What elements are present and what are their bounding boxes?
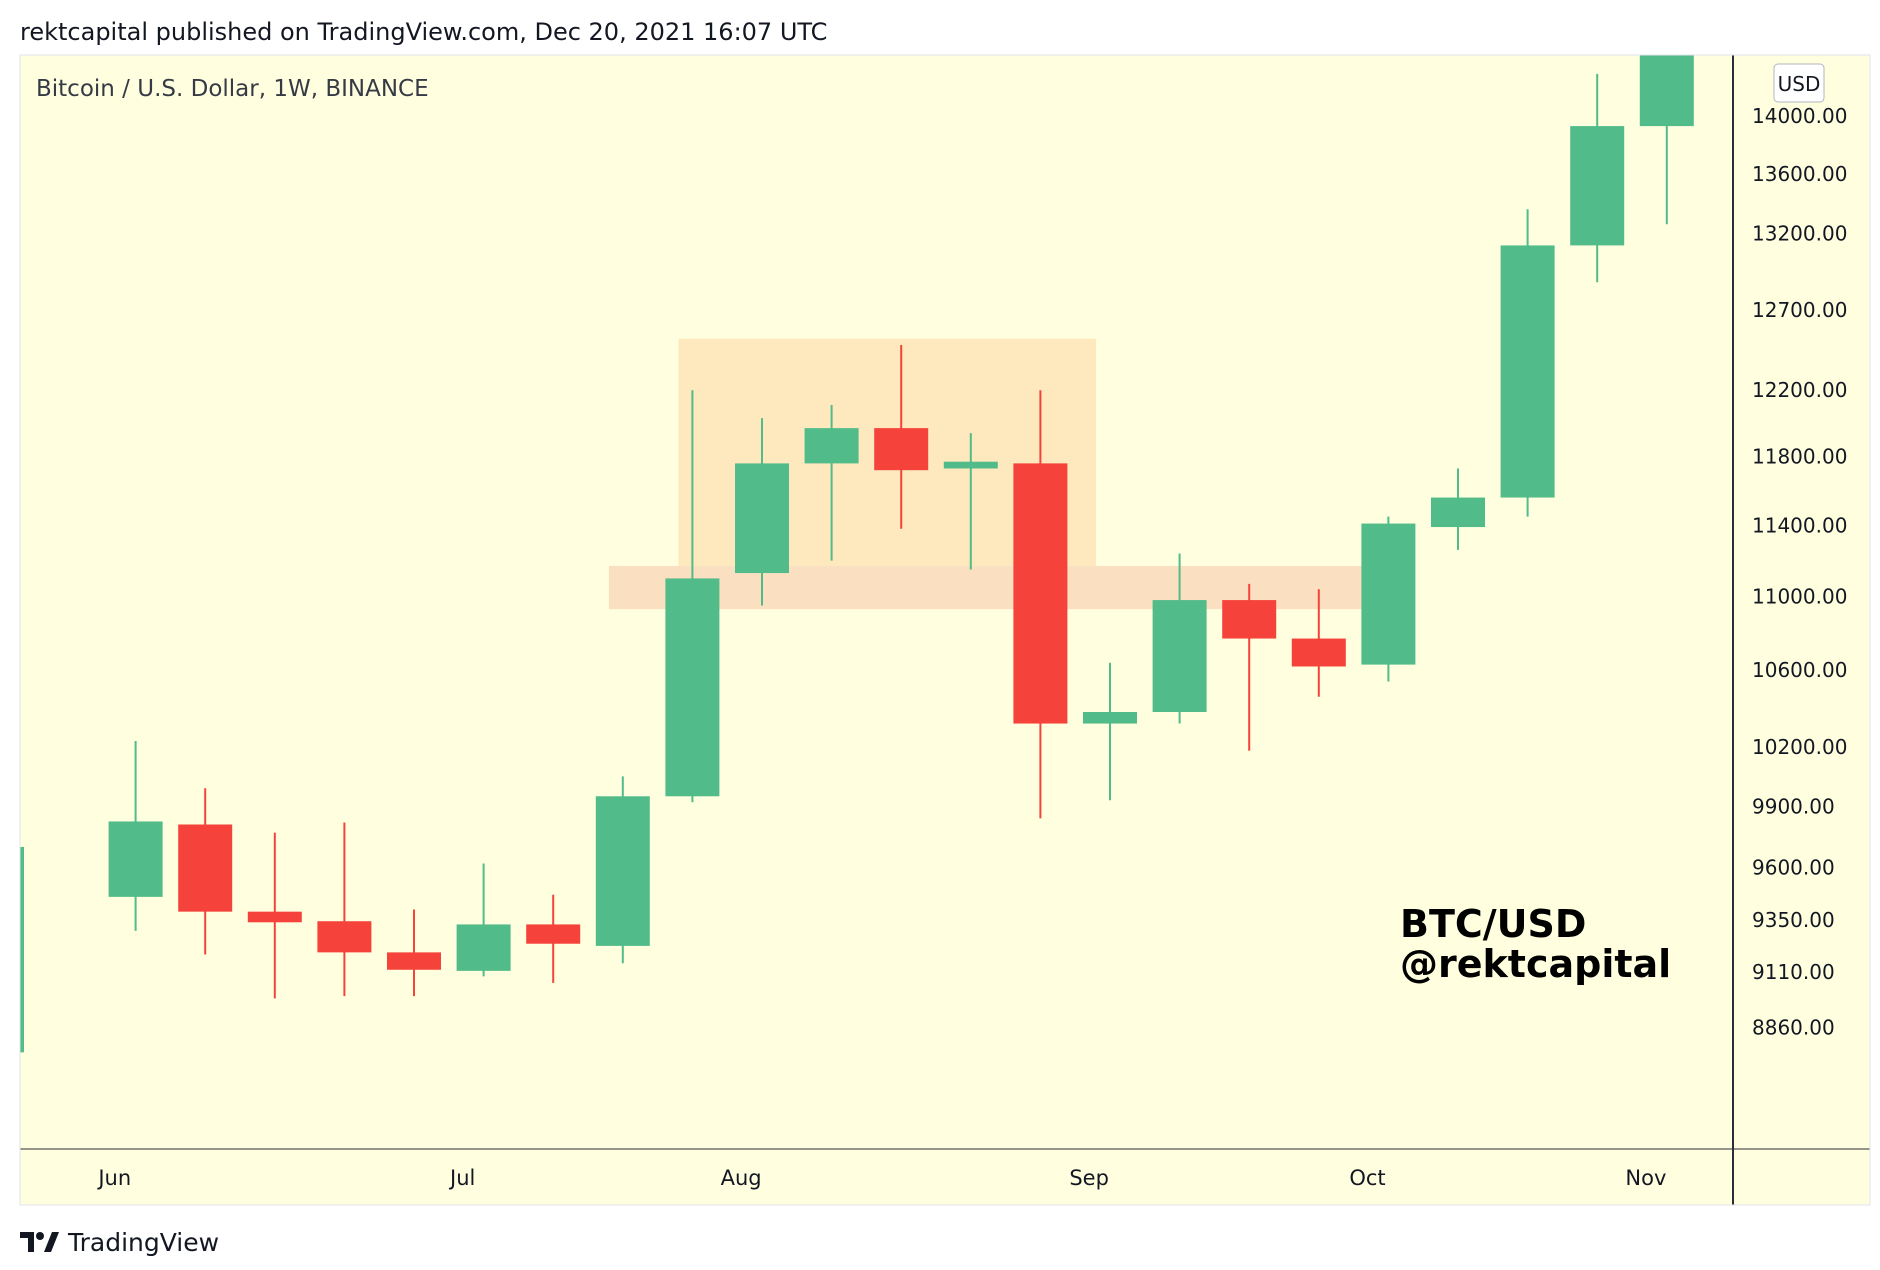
candle-body	[735, 463, 789, 574]
candle-body	[595, 796, 650, 946]
candle-body	[247, 911, 302, 923]
candle[interactable]	[665, 390, 720, 803]
price-tick-label: 10200.00	[1752, 735, 1847, 759]
time-axis[interactable]: Jun Jul Aug Sep Oct Nov	[96, 1166, 1666, 1190]
price-tick-label: 8860.00	[1752, 1015, 1835, 1039]
currency-badge[interactable]: USD	[1773, 63, 1825, 103]
candles-layer	[20, 55, 1694, 1053]
candle-body	[108, 821, 163, 897]
candle[interactable]	[943, 433, 998, 570]
candle-body	[456, 924, 511, 971]
candle-body	[665, 578, 720, 797]
candle-body	[526, 924, 581, 944]
candle[interactable]	[387, 909, 441, 997]
plot-background[interactable]	[20, 55, 1870, 1205]
candle[interactable]	[20, 846, 24, 1053]
candle[interactable]	[874, 345, 929, 529]
candle[interactable]	[1222, 583, 1277, 751]
time-tick-label: Sep	[1069, 1166, 1109, 1190]
candle[interactable]	[804, 404, 859, 561]
candle-body	[1013, 463, 1068, 724]
watermark-line-1: BTC/USD	[1400, 902, 1586, 946]
price-axis[interactable]: 14000.00 13600.00 13200.00 12700.00 12200.00…	[1752, 104, 1847, 1039]
time-tick-label: Oct	[1349, 1166, 1385, 1190]
candle-body	[1500, 245, 1555, 498]
tradingview-brand[interactable]: TradingView	[20, 1224, 219, 1260]
time-tick-label: Nov	[1625, 1166, 1666, 1190]
candle[interactable]	[526, 894, 581, 983]
price-tick-label: 9110.00	[1752, 960, 1835, 984]
candle[interactable]	[1639, 55, 1694, 225]
candle[interactable]	[1152, 553, 1207, 724]
candle-body	[178, 824, 233, 912]
candle-body	[1431, 497, 1485, 528]
candle-body	[1152, 600, 1207, 713]
candle[interactable]	[1291, 589, 1346, 697]
price-tick-label: 11800.00	[1752, 445, 1847, 469]
price-tick-label: 11000.00	[1752, 584, 1847, 608]
candle-body	[387, 952, 441, 970]
tradingview-logo-icon	[20, 1232, 59, 1252]
price-tick-label: 14000.00	[1752, 104, 1847, 128]
candle-body	[1639, 55, 1694, 127]
time-tick-label: Jun	[96, 1166, 131, 1190]
price-tick-label: 12200.00	[1752, 378, 1847, 402]
published-line: rektcapital published on TradingView.com…	[20, 18, 828, 46]
candle-body	[1361, 523, 1416, 665]
price-tick-label: 12700.00	[1752, 298, 1847, 322]
currency-badge-label: USD	[1778, 72, 1821, 96]
candle[interactable]	[247, 832, 302, 999]
time-tick-label: Aug	[721, 1166, 762, 1190]
watermark-line-2: @rektcapital	[1400, 942, 1671, 986]
candle-body	[317, 921, 372, 953]
candle[interactable]	[1013, 390, 1068, 819]
candle-body	[1570, 126, 1625, 246]
candle-body	[20, 846, 24, 1053]
candle-body	[943, 461, 998, 469]
candle[interactable]	[1570, 73, 1625, 283]
candle[interactable]	[735, 418, 789, 606]
candle-body	[1083, 712, 1137, 724]
price-tick-label: 10600.00	[1752, 658, 1847, 682]
price-tick-label: 11400.00	[1752, 513, 1847, 537]
candle[interactable]	[1361, 516, 1416, 682]
price-tick-label: 13200.00	[1752, 221, 1847, 245]
candle-body	[804, 428, 859, 464]
candle[interactable]	[595, 776, 650, 964]
candle-body	[1291, 638, 1346, 667]
candle[interactable]	[1500, 209, 1555, 517]
candle[interactable]	[1431, 468, 1485, 550]
candle[interactable]	[1083, 662, 1137, 801]
candle[interactable]	[178, 788, 233, 955]
brand-label: TradingView	[68, 1227, 220, 1257]
price-tick-label: 9900.00	[1752, 794, 1835, 818]
candle-body	[1222, 600, 1277, 639]
candle[interactable]	[317, 822, 372, 997]
symbol-title: Bitcoin / U.S. Dollar, 1W, BINANCE	[36, 76, 429, 102]
currency-badge-box[interactable]	[1773, 63, 1825, 103]
price-tick-label: 9600.00	[1752, 856, 1835, 880]
candle[interactable]	[108, 741, 163, 931]
candle-body	[874, 428, 929, 471]
price-tick-label: 13600.00	[1752, 162, 1847, 186]
plot-frame	[19, 54, 1871, 1206]
price-tick-label: 9350.00	[1752, 908, 1835, 932]
candle[interactable]	[456, 863, 511, 977]
time-tick-label: Jul	[448, 1166, 475, 1190]
